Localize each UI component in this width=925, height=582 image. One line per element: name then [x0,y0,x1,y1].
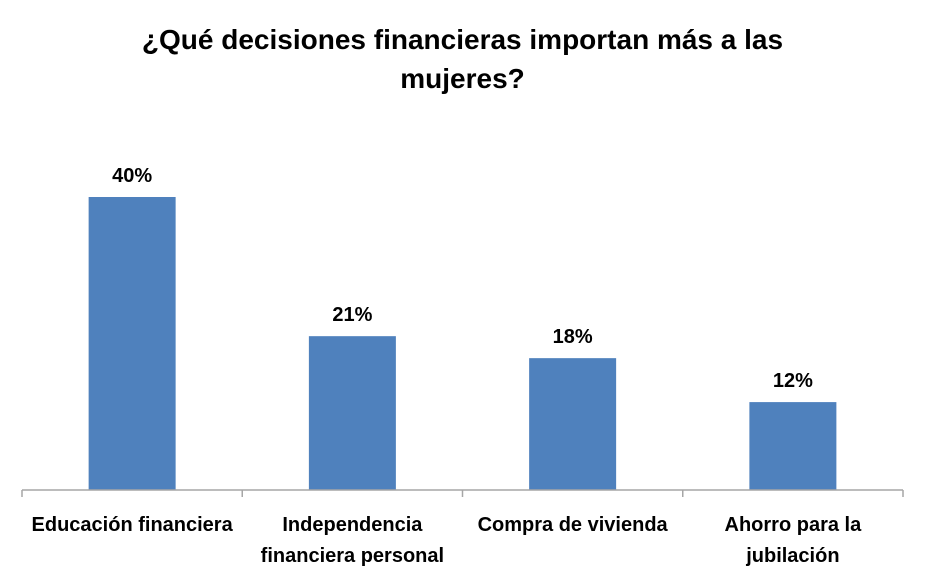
bar-3 [529,358,617,490]
category-label-1: Educación financiera [32,514,234,536]
bar-4 [749,402,837,490]
bar-2 [308,336,396,490]
data-label-2: 21% [332,304,372,326]
category-label-2-line-1: Independencia [282,514,423,536]
category-label-3-line-1: Compra de vivienda [478,514,669,536]
axis-layer [21,489,904,497]
chart-title-line-1: ¿Qué decisiones financieras importan más… [141,24,784,55]
labels-layer: 40% 21% 18% 12% [112,165,813,392]
bar-1 [88,197,176,490]
data-label-1: 40% [112,165,152,187]
category-label-4-line-2: jubilación [745,545,839,567]
data-label-4: 12% [773,370,813,392]
bars-layer [88,197,837,490]
category-label-4-line-1: Ahorro para la [725,514,863,536]
category-layer: Educación financiera Independencia financi… [32,514,863,567]
category-label-3: Compra de vivienda [478,514,669,536]
data-label-3: 18% [553,326,593,348]
category-label-4: Ahorro para la jubilación [725,514,863,567]
category-label-2-line-2: financiera personal [261,545,444,567]
category-label-1-line-1: Educación financiera [32,514,234,536]
category-label-2: Independencia financiera personal [261,514,444,567]
chart-title-line-2: mujeres? [400,63,525,94]
